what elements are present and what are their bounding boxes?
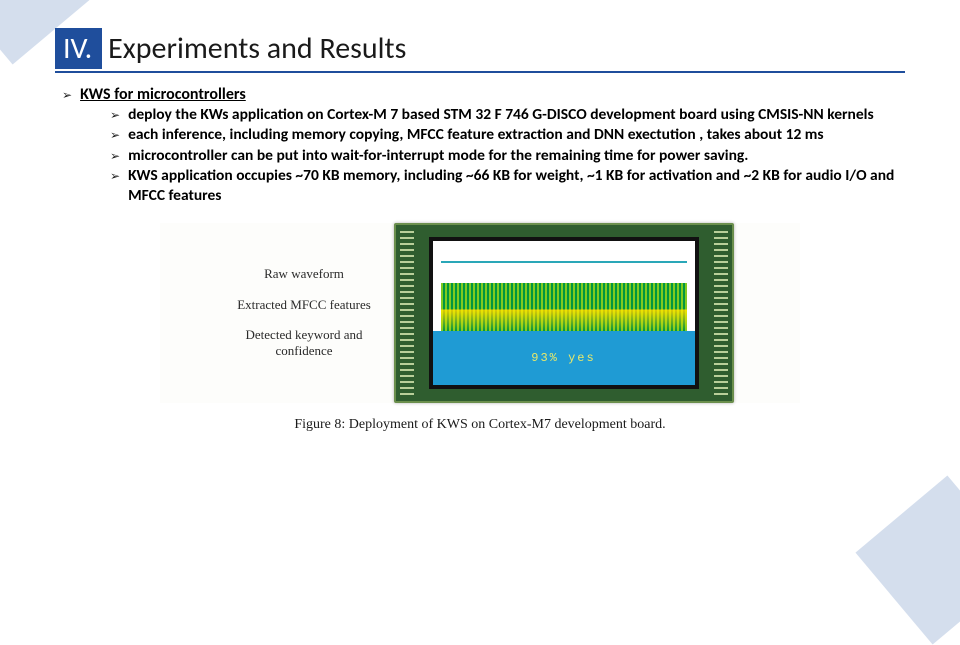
arrow-icon: ➢	[62, 88, 72, 103]
bullet-lvl2: ➢ KWS application occupies ~70 KB memory…	[62, 166, 898, 205]
screen-region-waveform	[433, 241, 695, 283]
header: IV. Experiments and Results	[0, 0, 960, 73]
content: ➢ KWS for microcontrollers ➢ deploy the …	[0, 73, 960, 433]
bullet-lvl2: ➢ each inference, including memory copyi…	[62, 125, 898, 144]
board-screen: 93% yes	[429, 237, 699, 389]
bullet-lvl1: ➢ KWS for microcontrollers	[62, 85, 898, 104]
figure: Raw waveform Extracted MFCC features Det…	[160, 223, 800, 433]
bullet-lvl2: ➢ microcontroller can be put into wait-f…	[62, 146, 898, 165]
board-pins-left	[400, 231, 414, 395]
bullet-lvl1-text: KWS for microcontrollers	[80, 85, 246, 104]
keyword-text: 93% yes	[531, 351, 595, 365]
bullet-lvl2: ➢ deploy the KWs application on Cortex-M…	[62, 105, 898, 124]
figure-label-mfcc: Extracted MFCC features	[227, 297, 382, 313]
title-row: IV. Experiments and Results	[55, 28, 905, 73]
figure-label-keyword: Detected keyword and confidence	[227, 327, 382, 360]
board-pins-right	[714, 231, 728, 395]
section-title: Experiments and Results	[108, 30, 406, 67]
section-roman: IV.	[55, 28, 102, 69]
bullet-lvl2-text: each inference, including memory copying…	[128, 125, 898, 144]
figure-caption: Figure 8: Deployment of KWS on Cortex-M7…	[160, 417, 800, 433]
arrow-icon: ➢	[110, 108, 120, 123]
screen-region-keyword: 93% yes	[433, 331, 695, 385]
dev-board: 93% yes	[394, 223, 734, 403]
bullet-lvl2-text: deploy the KWs application on Cortex-M 7…	[128, 105, 898, 124]
arrow-icon: ➢	[110, 169, 120, 184]
bullet-lvl2-text: microcontroller can be put into wait-for…	[128, 146, 898, 165]
waveform-line	[441, 261, 687, 263]
screen-region-mfcc	[441, 283, 687, 331]
arrow-icon: ➢	[110, 149, 120, 164]
figure-label-raw: Raw waveform	[227, 266, 382, 282]
figure-labels: Raw waveform Extracted MFCC features Det…	[227, 252, 382, 373]
figure-body: Raw waveform Extracted MFCC features Det…	[160, 223, 800, 403]
corner-accent-br	[855, 475, 960, 644]
bullet-lvl2-text: KWS application occupies ~70 KB memory, …	[128, 166, 898, 205]
arrow-icon: ➢	[110, 128, 120, 143]
